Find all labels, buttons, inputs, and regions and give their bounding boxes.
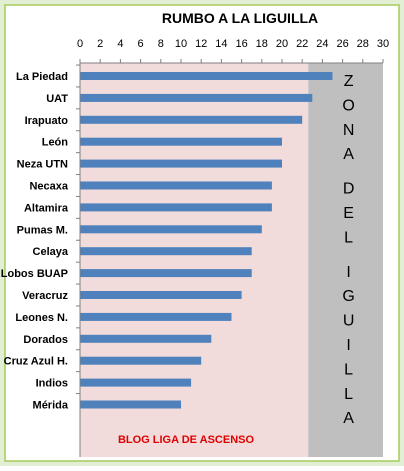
x-tick-label: 4 (117, 38, 123, 50)
x-tick-label: 28 (357, 38, 369, 50)
x-tick-label: 8 (158, 38, 164, 50)
category-label: Celaya (33, 246, 69, 258)
x-tick-label: 30 (377, 38, 389, 50)
category-label: Altamira (24, 202, 69, 214)
y-axis: La Piedad UAT Irapuato León Neza UTN Necaxa Al… (1, 64, 80, 412)
category-label: Necaxa (29, 181, 68, 193)
category-label: León (42, 137, 69, 149)
bar (80, 203, 272, 212)
zone-letter: N (343, 122, 355, 139)
x-tick-label: 12 (195, 38, 207, 50)
zone-letter: G (342, 288, 354, 305)
category-label: UAT (46, 93, 68, 105)
bar (80, 181, 272, 190)
blog-annotation: BLOG LIGA DE ASCENSO (118, 434, 255, 446)
category-label: Pumas M. (17, 224, 68, 236)
category-label: Cruz Azul H. (4, 356, 68, 368)
zone-letter: Z (344, 73, 354, 90)
bar (80, 334, 212, 343)
bar (80, 137, 282, 146)
bar (80, 400, 181, 409)
bar (80, 312, 232, 321)
zone-letter: U (343, 313, 355, 330)
bar (80, 115, 303, 124)
bar (80, 72, 333, 80)
zone-letter: E (343, 205, 354, 222)
zone-letter: I (346, 337, 350, 354)
bar (80, 225, 262, 234)
bar (80, 269, 252, 278)
category-label: Irapuato (25, 115, 69, 127)
zone-letter: L (344, 361, 353, 378)
category-label: La Piedad (16, 71, 68, 83)
zone-letter: D (343, 181, 355, 198)
x-tick-label: 14 (215, 38, 227, 50)
x-tick-label: 10 (175, 38, 187, 50)
zone-letter: L (344, 386, 353, 403)
category-label: Veracruz (22, 290, 68, 302)
liguilla-zone (308, 63, 383, 457)
x-tick-label: 2 (97, 38, 103, 50)
x-axis: 0 2 4 6 8 10 12 14 16 18 20 22 24 26 28 30 (77, 38, 389, 64)
category-label: Neza UTN (17, 159, 68, 171)
bar (80, 378, 192, 387)
chart-title: RUMBO A LA LIGUILLA (162, 10, 318, 26)
category-label: Indios (36, 378, 68, 390)
bar (80, 93, 313, 102)
x-tick-label: 16 (235, 38, 247, 50)
x-tick-label: 6 (138, 38, 144, 50)
category-label: Leones N. (15, 312, 68, 324)
x-tick-label: 0 (77, 38, 83, 50)
x-tick-label: 20 (276, 38, 288, 50)
zone-letter: A (343, 146, 354, 163)
category-label: Lobos BUAP (1, 268, 68, 280)
x-tick-label: 26 (336, 38, 348, 50)
zone-letter: L (344, 229, 353, 246)
plot-area (80, 63, 309, 457)
bars (80, 72, 333, 409)
zone-letter: A (343, 410, 354, 427)
bar (80, 291, 242, 299)
category-label: Mérida (33, 400, 69, 412)
x-tick-label: 24 (316, 38, 328, 50)
zone-letter: I (346, 264, 350, 281)
bar (80, 159, 282, 168)
x-tick-label: 18 (256, 38, 268, 50)
x-tick-label: 22 (296, 38, 308, 50)
bar (80, 247, 252, 256)
category-label: Dorados (23, 334, 68, 346)
bar (80, 356, 202, 365)
zone-letter: O (342, 97, 354, 114)
